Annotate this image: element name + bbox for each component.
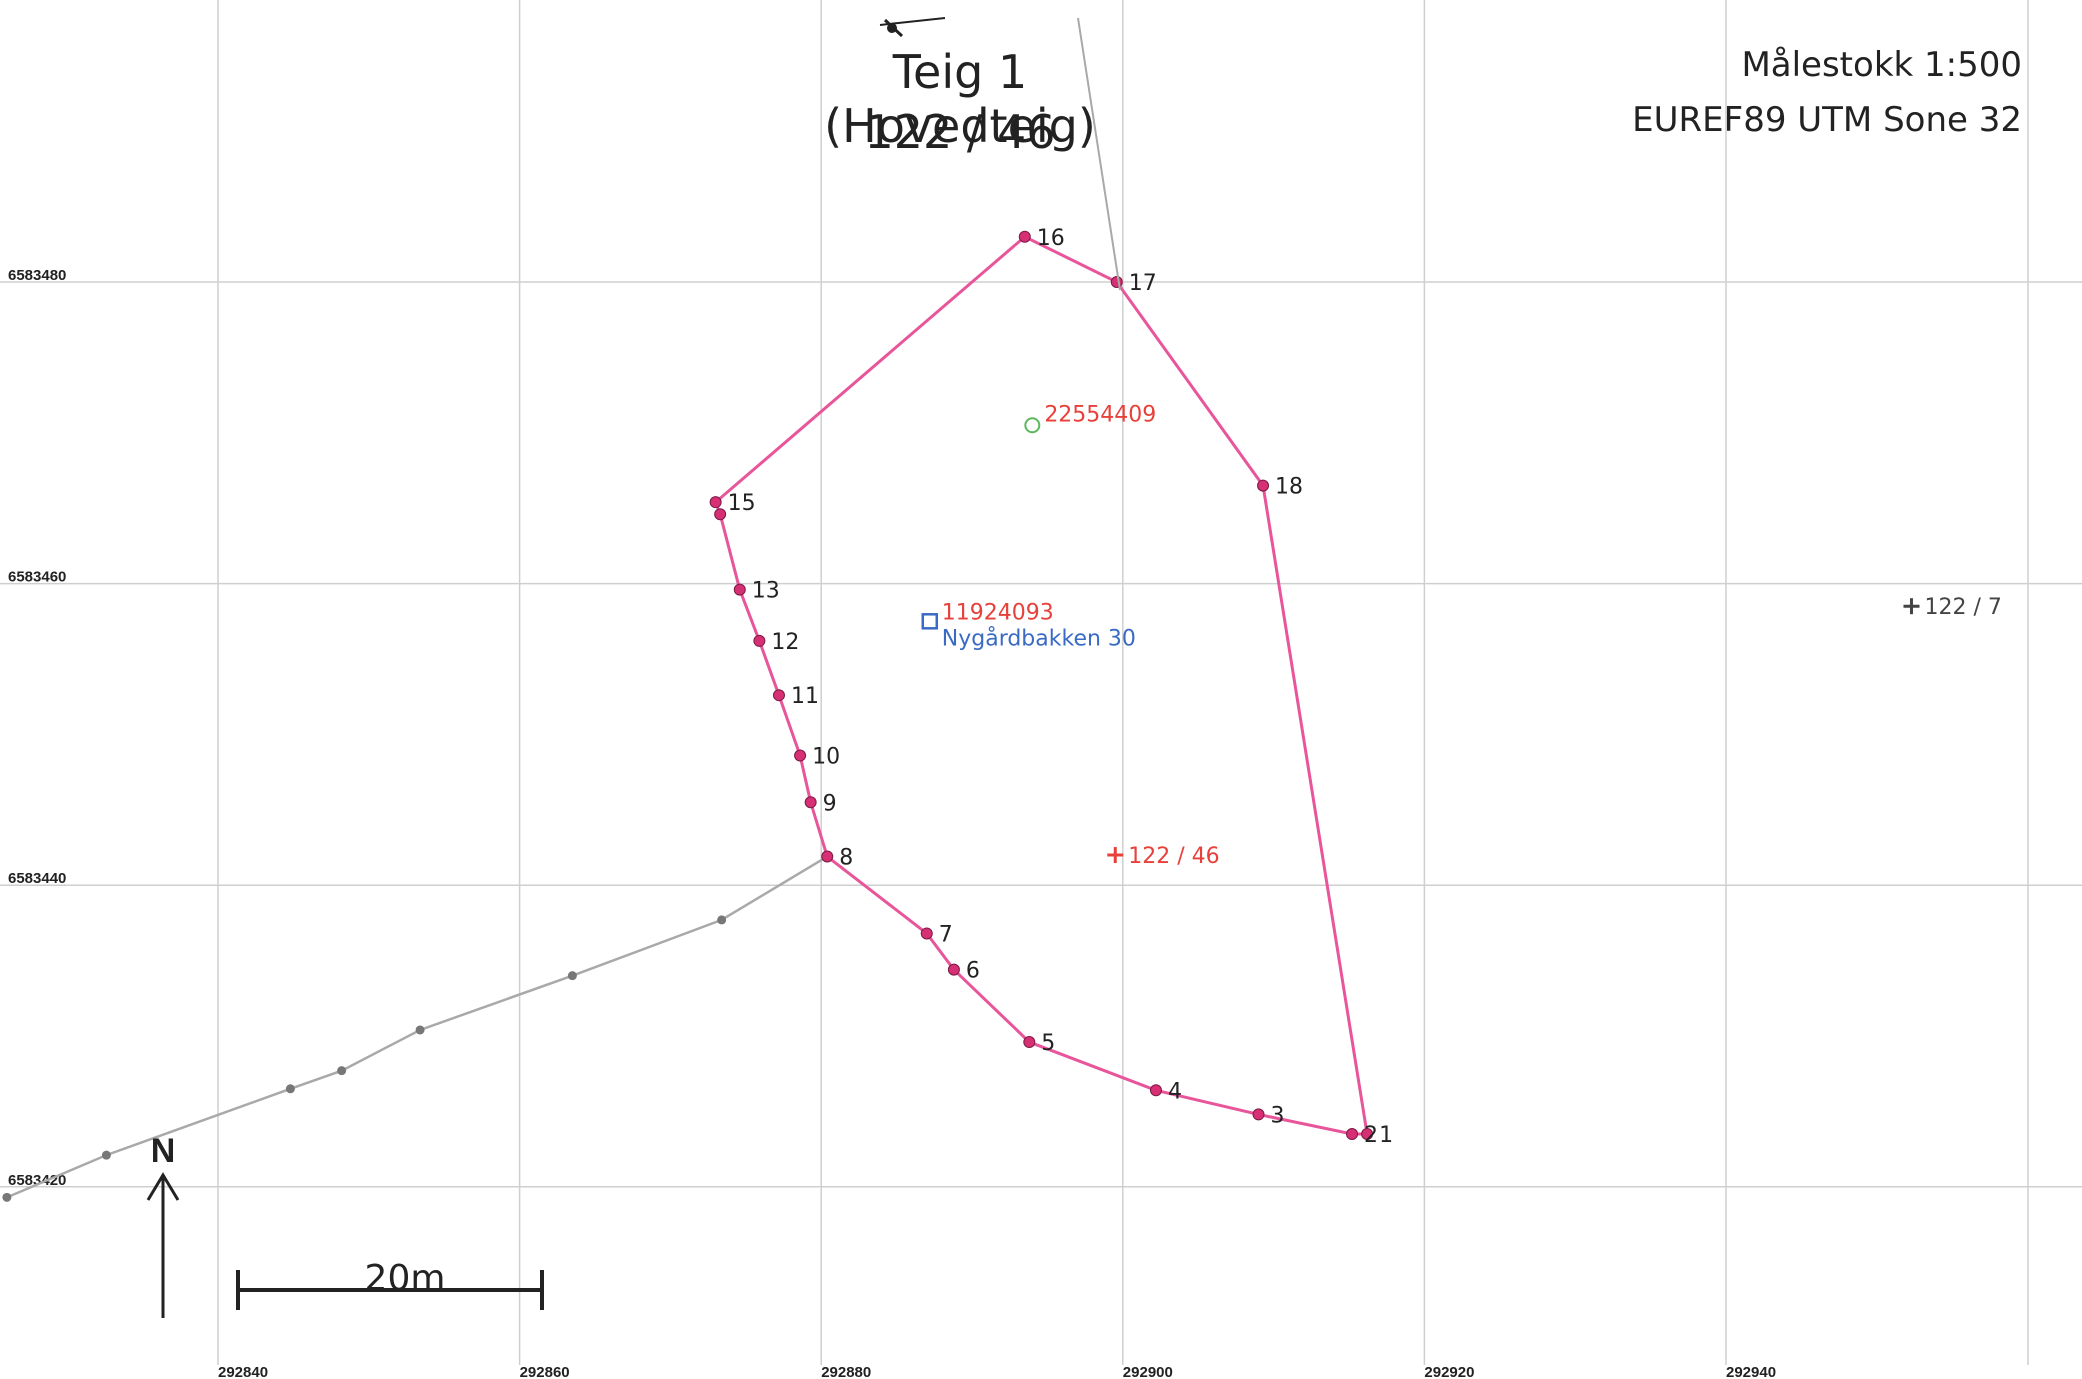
northing-label: 6583420 [8, 1172, 66, 1189]
boundary-point [1257, 479, 1270, 492]
neighbor-point [717, 915, 727, 925]
map-title: Teig 1 (Hovedteig) [824, 45, 1096, 153]
easting-label: 292920 [1424, 1364, 1474, 1379]
parcel-label: 122 / 7 [1924, 595, 2001, 620]
easting-label: 292840 [218, 1364, 268, 1379]
boundary-point-label: 15 [728, 491, 756, 516]
boundary-point [920, 927, 933, 940]
neighbor-point [101, 1150, 111, 1160]
building-number-label: 11924093 [942, 600, 1054, 625]
boundary-point-label: 18 [1275, 475, 1303, 500]
address-label: Nygårdbakken 30 [942, 625, 1136, 651]
boundary-point-label: 9 [823, 791, 837, 816]
boundary-point-label: 12 [771, 630, 799, 655]
boundary-point [1023, 1036, 1036, 1049]
north-label: N [151, 1132, 176, 1170]
building-number-label: 22554409 [1044, 402, 1156, 427]
north-arrow: N [146, 1132, 180, 1318]
easting-label: 292900 [1123, 1364, 1173, 1379]
datum-text: EUREF89 UTM Sone 32 [1632, 100, 2022, 140]
boundary-point-label: 3 [1271, 1103, 1285, 1128]
easting-label: 292880 [821, 1364, 871, 1379]
boundary-point [1110, 276, 1123, 288]
boundary-point-label: 8 [839, 846, 853, 871]
boundary-point [753, 634, 766, 647]
boundary-point [794, 749, 807, 762]
boundary-point [804, 796, 817, 809]
neighbor-point [337, 1066, 347, 1076]
building-point-icon [1024, 417, 1041, 434]
boundary-point [709, 496, 722, 509]
scale-text: Målestokk 1:500 [1741, 45, 2022, 85]
neighbor-point [285, 1084, 295, 1094]
address-point-icon [921, 613, 939, 630]
boundary-point [1346, 1128, 1359, 1141]
northing-label: 6583480 [8, 267, 66, 284]
boundary-point [733, 583, 746, 596]
northing-label: 6583440 [8, 870, 66, 887]
boundary-point [1018, 230, 1031, 243]
boundary-point-label: 2 [1364, 1123, 1378, 1148]
boundary-point [1361, 1128, 1374, 1141]
boundary-point [1149, 1084, 1162, 1097]
compass-mark-icon [879, 17, 946, 38]
boundary-point [1252, 1108, 1265, 1121]
boundary-point-label: 10 [812, 745, 840, 770]
boundary-point-label: 17 [1129, 271, 1157, 296]
neighbor-line [6, 855, 828, 1199]
neighbor-boundary [2, 852, 832, 1202]
parcel-label: 122 / 46 [1128, 844, 1219, 869]
boundary-point-label: 6 [966, 959, 980, 984]
boundary-point-label: 5 [1041, 1031, 1055, 1056]
boundary-point [714, 508, 727, 521]
boundary-point-label: 4 [1168, 1079, 1182, 1104]
northing-label: 6583460 [8, 569, 66, 586]
boundary-point-label: 7 [939, 922, 953, 947]
boundary-point-label: 11 [791, 684, 819, 709]
neighbor-point [567, 971, 577, 981]
boundary-point [947, 963, 960, 976]
neighbor-point [2, 1192, 12, 1202]
parcel-number: 122 / 46 [864, 105, 1056, 159]
neighbor-point [415, 1025, 425, 1035]
easting-label: 292940 [1726, 1364, 1776, 1379]
easting-label: 292860 [520, 1364, 570, 1379]
boundary-point-label: 13 [752, 579, 780, 604]
boundary-point [821, 850, 834, 863]
scale-bar: 20m [236, 1258, 544, 1310]
boundary-point-label: 1 [1379, 1123, 1393, 1148]
boundary-point-label: 16 [1037, 226, 1065, 251]
boundary-point [772, 689, 785, 702]
utility-line [1077, 17, 1121, 291]
scale-bar-label: 20m [365, 1258, 446, 1299]
